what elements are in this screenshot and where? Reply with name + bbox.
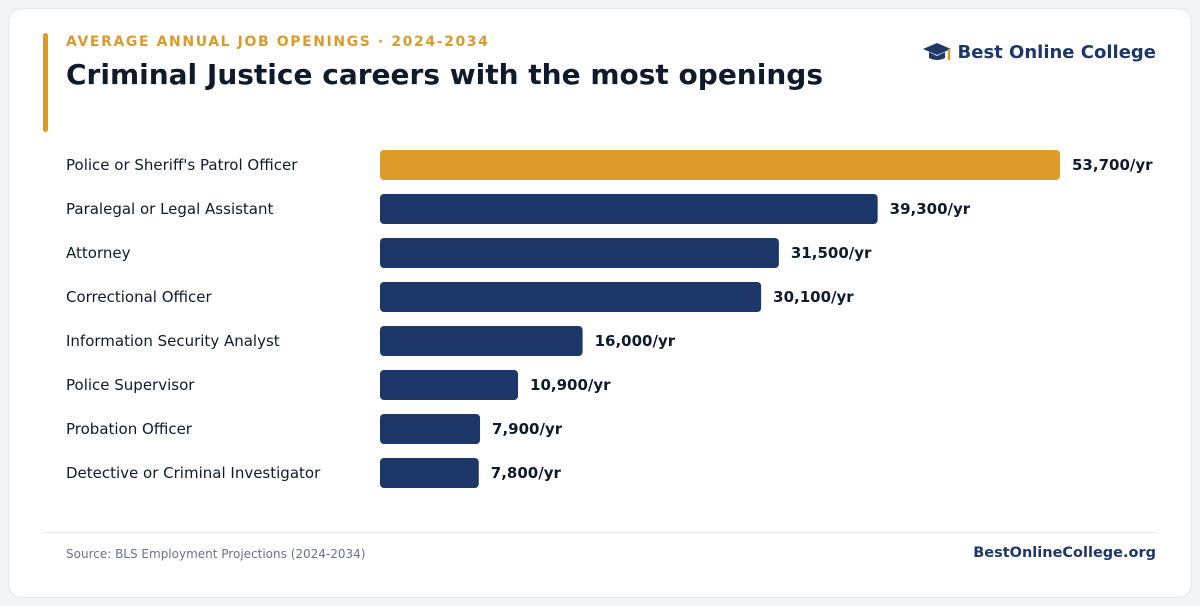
graduation-cap-icon bbox=[922, 43, 951, 60]
site-link[interactable]: BestOnlineCollege.org bbox=[973, 545, 1156, 561]
accent-bar bbox=[43, 33, 48, 132]
bar bbox=[380, 150, 1060, 180]
value-label: 10,900/yr bbox=[530, 376, 611, 394]
bar bbox=[380, 458, 479, 488]
category-label: Paralegal or Legal Assistant bbox=[66, 200, 274, 218]
category-label: Police Supervisor bbox=[66, 376, 195, 394]
bar bbox=[380, 370, 519, 400]
bar bbox=[380, 238, 779, 268]
category-label: Police or Sheriff's Patrol Officer bbox=[66, 156, 298, 174]
value-label: 53,700/yr bbox=[1072, 156, 1153, 174]
bar bbox=[380, 326, 583, 356]
chart-title: Criminal Justice careers with the most o… bbox=[66, 58, 823, 91]
bar bbox=[380, 414, 481, 444]
source-note: Source: BLS Employment Projections (2024… bbox=[66, 547, 366, 561]
value-label: 39,300/yr bbox=[890, 200, 971, 218]
category-label: Probation Officer bbox=[66, 420, 193, 438]
brand-name: Best Online College bbox=[957, 41, 1156, 63]
bar bbox=[380, 194, 878, 224]
value-label: 7,800/yr bbox=[491, 464, 562, 482]
category-label: Detective or Criminal Investigator bbox=[66, 464, 321, 482]
brand-logo: Best Online College bbox=[922, 40, 1156, 64]
value-label: 7,900/yr bbox=[492, 420, 563, 438]
value-label: 31,500/yr bbox=[791, 244, 872, 262]
category-label: Attorney bbox=[66, 244, 131, 262]
value-label: 16,000/yr bbox=[595, 332, 676, 350]
footer-divider bbox=[44, 532, 1156, 533]
bar bbox=[380, 282, 762, 312]
category-label: Correctional Officer bbox=[66, 288, 213, 306]
chart-eyebrow: AVERAGE ANNUAL JOB OPENINGS · 2024-2034 bbox=[66, 34, 490, 50]
category-label: Information Security Analyst bbox=[66, 332, 280, 350]
value-label: 30,100/yr bbox=[773, 288, 854, 306]
